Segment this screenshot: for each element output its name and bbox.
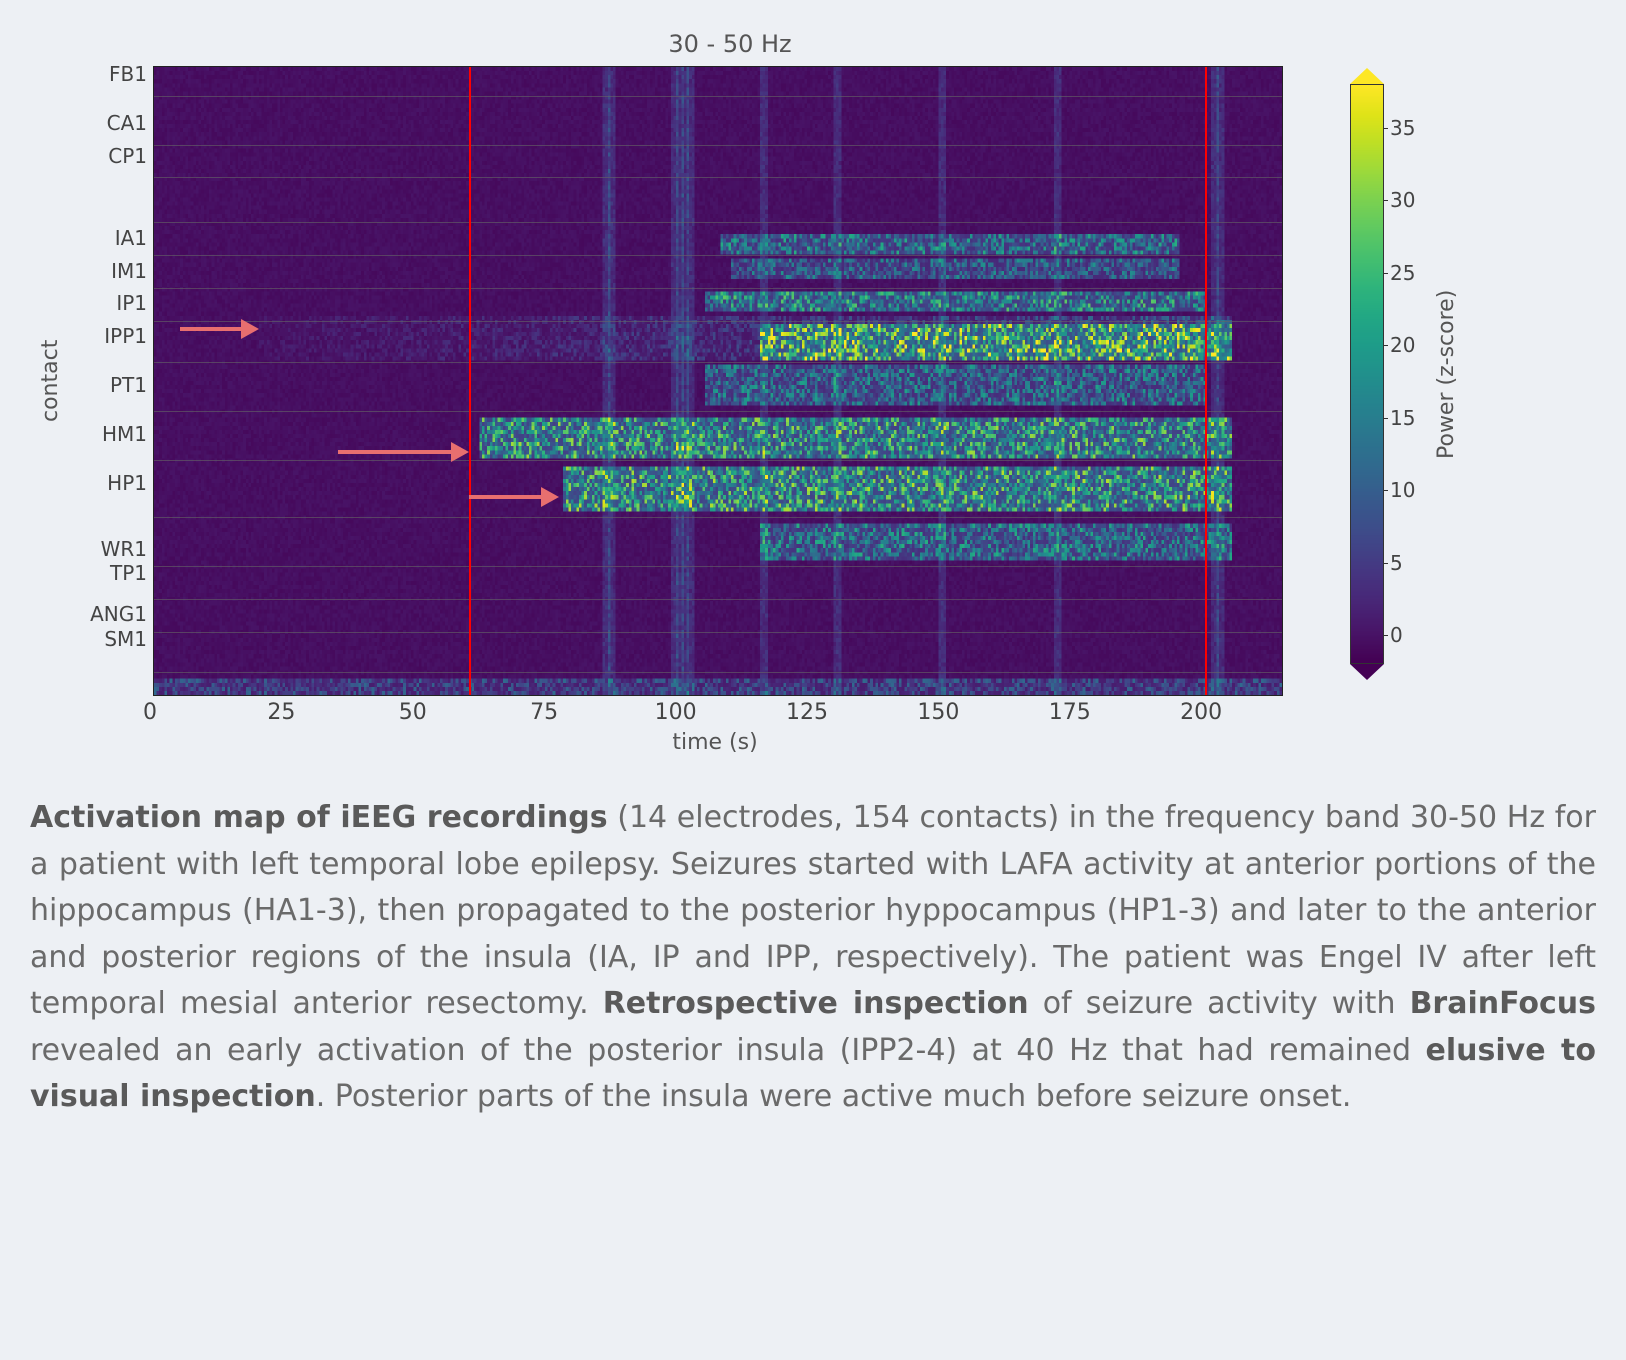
y-tick-label: CA1 — [107, 111, 147, 135]
colorbar-tick-label: 30 — [1390, 188, 1415, 212]
colorbar-arrow-bottom — [1350, 664, 1384, 680]
y-axis-ticks: FB1CA1CP1IA1IM1IP1IPP1PT1HM1HP1WR1TP1ANG… — [63, 66, 153, 696]
y-tick-label: IA1 — [115, 226, 147, 250]
colorbar-tick-label: 0 — [1390, 623, 1403, 647]
y-tick-label: HM1 — [102, 422, 147, 446]
y-tick-label: ANG1 — [90, 602, 147, 626]
x-tick-label: 175 — [1049, 700, 1091, 725]
heatmap-block: 30 - 50 Hz contact FB1 CA1 CP1 IA1 IM1 IP1 IPP… — [30, 30, 1310, 755]
y-tick-label: IPP1 — [104, 324, 147, 348]
y-axis-label: contact — [30, 66, 63, 696]
x-tick-label: 150 — [917, 700, 959, 725]
colorbar-ticks: 0 5 10 15 20 25 30 35 — [1384, 84, 1434, 664]
colorbar-label: Power (z-score) — [1434, 84, 1465, 664]
y-tick-label: IP1 — [116, 291, 147, 315]
y-tick-label: HP1 — [107, 471, 147, 495]
y-tick-label: WR1 — [101, 537, 147, 561]
caption-bold: BrainFocus — [1410, 986, 1596, 1021]
heatmap-canvas — [154, 67, 1282, 695]
x-tick-label: 50 — [399, 700, 427, 725]
y-tick-label: FB1 — [109, 62, 147, 86]
chart-title: 30 - 50 Hz — [30, 30, 1310, 58]
y-tick-label: TP1 — [110, 561, 147, 585]
y-tick-label: SM1 — [104, 627, 147, 651]
colorbar-arrow-top — [1350, 68, 1384, 84]
caption-bold: Retrospective inspection — [603, 986, 1029, 1021]
caption-text: . Posterior parts of the insula were act… — [316, 1079, 1352, 1114]
x-axis-ticks: 0255075100125150175200 — [150, 696, 1280, 726]
caption-text: revealed an early activation of the post… — [30, 1033, 1426, 1068]
colorbar — [1350, 84, 1384, 664]
caption-text: of seizure activity with — [1029, 986, 1410, 1021]
colorbar-tick-label: 35 — [1390, 116, 1415, 140]
colorbar-tick-label: 20 — [1390, 333, 1415, 357]
colorbar-tick-label: 5 — [1390, 551, 1403, 575]
x-axis-label: time (s) — [150, 730, 1280, 755]
x-tick-label: 0 — [143, 700, 157, 725]
caption-bold: Activation map of iEEG recordings — [30, 800, 608, 835]
x-tick-label: 125 — [786, 700, 828, 725]
heatmap — [153, 66, 1283, 696]
x-tick-label: 200 — [1180, 700, 1222, 725]
x-tick-label: 75 — [530, 700, 558, 725]
y-tick-label: PT1 — [110, 373, 147, 397]
colorbar-tick-label: 25 — [1390, 261, 1415, 285]
colorbar-block: 0 5 10 15 20 25 30 35 Power (z-score) — [1350, 72, 1465, 702]
colorbar-tick-label: 15 — [1390, 406, 1415, 430]
figure-caption: Activation map of iEEG recordings (14 el… — [30, 795, 1596, 1121]
chart-area: 30 - 50 Hz contact FB1 CA1 CP1 IA1 IM1 IP1 IPP… — [30, 30, 1596, 755]
x-tick-label: 25 — [267, 700, 295, 725]
y-tick-label: IM1 — [111, 259, 147, 283]
colorbar-tick-label: 10 — [1390, 478, 1415, 502]
figure: 30 - 50 Hz contact FB1 CA1 CP1 IA1 IM1 IP1 IPP… — [30, 30, 1596, 1121]
y-tick-label: CP1 — [108, 144, 147, 168]
colorbar-canvas — [1350, 84, 1384, 664]
x-tick-label: 100 — [655, 700, 697, 725]
